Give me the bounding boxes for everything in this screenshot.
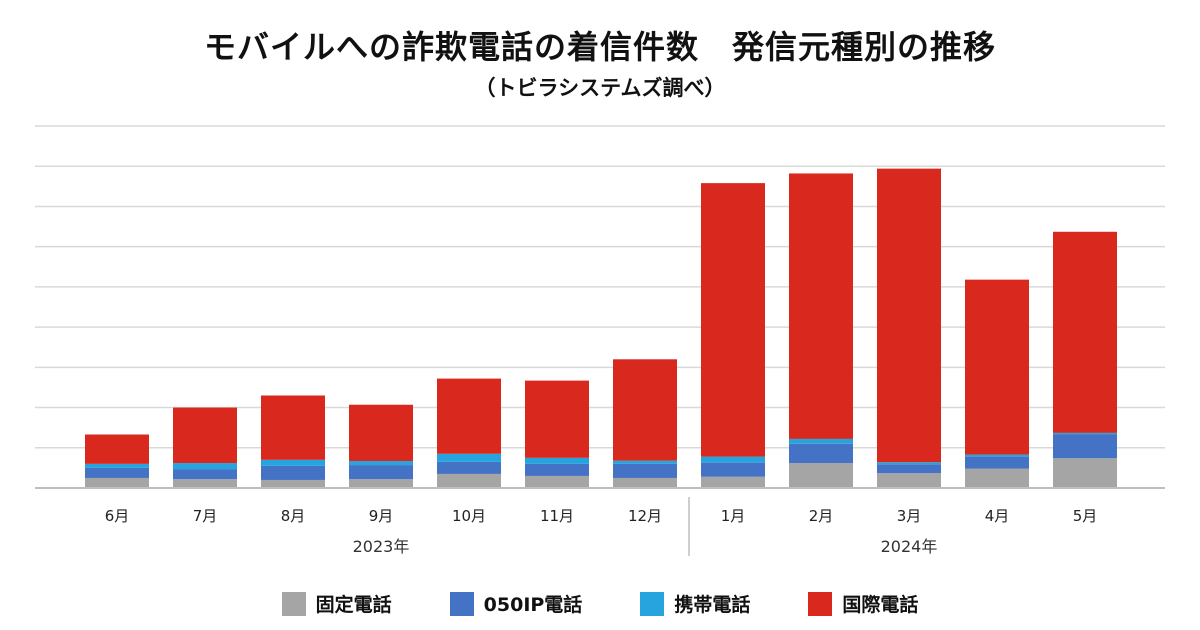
chart-subtitle: （トビラシステムズ調べ） (474, 76, 726, 100)
x-tick-label: 3月 (897, 507, 922, 525)
bar-segment-050IP電話-11月 (525, 463, 589, 476)
legend-item: 050IP電話 (449, 590, 583, 617)
x-tick-label: 2月 (809, 507, 834, 525)
bar-segment-050IP電話-8月 (261, 465, 325, 480)
bar-segment-050IP電話-5月 (1053, 434, 1117, 459)
bar-segment-固定電話-6月 (85, 477, 149, 488)
bar-segment-国際電話-8月 (261, 395, 325, 460)
bar-segment-携帯電話-6月 (85, 463, 149, 468)
bar-segment-050IP電話-6月 (85, 467, 149, 478)
x-axis: 6月 7月 8月 9月 10月 11月 12月 1月 2月 3月 4月 5月 2023年 2024年 (35, 487, 1165, 556)
bar-segment-固定電話-11月 (525, 475, 589, 488)
legend-swatch (808, 591, 833, 616)
bar-segment-携帯電話-11月 (525, 457, 589, 464)
x-tick-label: 9月 (369, 507, 394, 525)
legend-swatch (281, 591, 306, 616)
x-tick-label: 11月 (540, 507, 574, 525)
bar-segment-固定電話-9月 (349, 479, 413, 488)
legend-label: 固定電話 (315, 594, 392, 616)
bar-segment-固定電話-1月 (701, 476, 765, 488)
stacked-bar-chart: 6月 7月 8月 9月 10月 11月 12月 1月 2月 3月 4月 5月 2023年 2024年 (35, 125, 1165, 556)
bar-segment-050IP電話-4月 (965, 456, 1029, 469)
bar-segment-携帯電話-8月 (261, 459, 325, 466)
bar-segment-050IP電話-12月 (613, 463, 677, 478)
bar-segment-国際電話-1月 (701, 183, 765, 457)
bar-segment-国際電話-4月 (965, 279, 1029, 455)
bar-segment-国際電話-9月 (349, 404, 413, 462)
x-tick-label: 10月 (452, 507, 486, 525)
x-group-label: 2023年 (353, 537, 410, 556)
bar-segment-携帯電話-12月 (613, 460, 677, 464)
bar-segment-携帯電話-10月 (437, 453, 501, 462)
x-tick-label: 7月 (193, 507, 218, 525)
bar-segment-携帯電話-1月 (701, 456, 765, 463)
legend-item: 固定電話 (281, 590, 392, 617)
bar-segment-国際電話-5月 (1053, 231, 1117, 433)
chart-title: モバイルへの詐欺電話の着信件数 発信元種別の推移 (203, 28, 996, 66)
bar-segment-固定電話-10月 (437, 473, 501, 488)
bar-segment-携帯電話-3月 (877, 462, 941, 465)
legend-label: 国際電話 (842, 594, 919, 616)
legend-label: 携帯電話 (674, 594, 751, 616)
legend-item: 国際電話 (808, 590, 918, 617)
legend-swatch (449, 591, 474, 616)
bar-segment-携帯電話-5月 (1053, 432, 1117, 435)
legend-swatch (640, 591, 665, 616)
bar-segment-国際電話-6月 (85, 434, 149, 464)
bar-segment-050IP電話-10月 (437, 461, 501, 474)
bar-segment-050IP電話-1月 (701, 462, 765, 477)
bar-segment-携帯電話-9月 (349, 461, 413, 466)
x-tick-label: 6月 (105, 507, 130, 525)
legend: 固定電話 050IP電話 携帯電話 国際電話 (0, 590, 1200, 617)
x-tick-label: 5月 (1073, 507, 1098, 525)
bar-segment-固定電話-5月 (1053, 458, 1117, 488)
x-tick-label: 8月 (281, 507, 306, 525)
bar-segment-固定電話-8月 (261, 479, 325, 488)
x-tick-label: 12月 (628, 507, 662, 525)
bar-segment-携帯電話-4月 (965, 454, 1029, 457)
bar-segment-050IP電話-9月 (349, 465, 413, 480)
bar-segment-国際電話-12月 (613, 359, 677, 461)
bar-segment-050IP電話-2月 (789, 443, 853, 464)
bar-segment-固定電話-7月 (173, 479, 237, 488)
legend-item: 携帯電話 (640, 590, 750, 617)
x-tick-label: 4月 (985, 507, 1010, 525)
bar-segment-携帯電話-7月 (173, 463, 237, 470)
bar-segment-固定電話-3月 (877, 473, 941, 488)
bar-segment-国際電話-10月 (437, 378, 501, 454)
x-tick-label: 1月 (721, 507, 746, 525)
x-group-label: 2024年 (881, 537, 938, 556)
bars (85, 168, 1117, 488)
bar-segment-国際電話-3月 (877, 168, 941, 463)
bar-segment-固定電話-12月 (613, 477, 677, 488)
bar-segment-国際電話-2月 (789, 173, 853, 439)
legend-label: 050IP電話 (483, 594, 583, 616)
bar-segment-固定電話-2月 (789, 463, 853, 488)
bar-segment-国際電話-11月 (525, 380, 589, 458)
bar-segment-050IP電話-3月 (877, 464, 941, 474)
bar-segment-固定電話-4月 (965, 468, 1029, 488)
bar-segment-携帯電話-2月 (789, 438, 853, 444)
bar-segment-050IP電話-7月 (173, 469, 237, 480)
bar-segment-国際電話-7月 (173, 407, 237, 464)
